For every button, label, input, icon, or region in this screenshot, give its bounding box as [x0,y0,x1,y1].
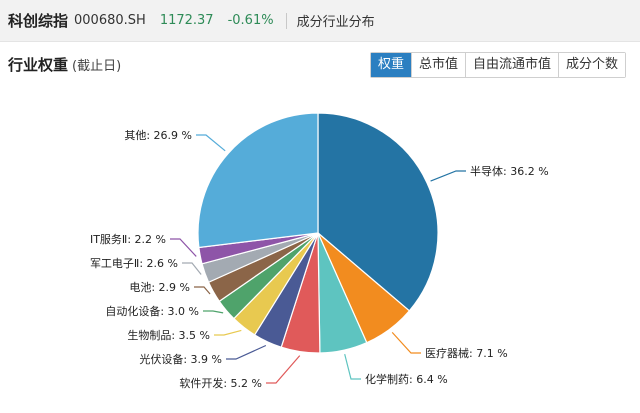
tab-free-float-market-cap[interactable]: 自由流通市值 [464,53,558,77]
slice-label: 生物制品: 3.5 % [127,328,210,342]
leader-line [182,262,202,275]
pie-slice[interactable] [197,112,319,249]
page-title: 行业权重 [8,55,69,74]
slice-label: 其他: 26.9 % [124,129,192,142]
slice-label: 软件开发: 5.2 % [179,376,262,390]
divider [285,12,287,29]
slice-label: 化学制药: 6.4 % [365,372,448,386]
leader-line [194,286,211,295]
leader-line [170,238,197,257]
pie-slice[interactable] [317,112,439,312]
index-name: 科创综指 [8,12,69,30]
tab-total-market-cap[interactable]: 总市值 [410,53,465,77]
slice-label: 半导体: 36.2 % [470,164,549,178]
leader-line [391,331,421,354]
slice-label: 自动化设备: 3.0 % [105,304,199,318]
slice-label: 光伏设备: 3.9 % [139,352,222,366]
leader-line [430,170,466,182]
index-price: 1172.37 [159,13,214,28]
leader-line [344,353,361,380]
slice-label: 医疗器械: 7.1 % [425,346,508,360]
slice-label: 军工电子Ⅱ: 2.6 % [90,257,178,270]
leader-line [214,329,242,336]
section-title: 成分行业分布 [296,15,375,30]
tab-constituent-count[interactable]: 成分个数 [557,53,625,77]
index-code: 000680.SH [74,13,146,28]
index-change: -0.61% [227,13,274,28]
leader-line [196,134,226,152]
chart-header: 行业权重 (截止日) 权重 总市值 自由流通市值 成分个数 [0,44,640,84]
top-bar: 科创综指 000680.SH 1172.37 -0.61% 成分行业分布 [0,0,640,42]
page-subtitle: (截止日) [72,58,122,74]
tab-weight[interactable]: 权重 [370,53,411,77]
metric-tabs: 权重 总市值 自由流通市值 成分个数 [369,52,626,78]
pie-chart: 半导体: 36.2 % 医疗器械: 7.1 % 化学制药: 6.4 % 软件开发: 5… [90,112,549,390]
slice-label: IT服务Ⅱ: 2.2 % [90,233,166,246]
leader-line [266,355,301,384]
leader-line [226,344,267,360]
slice-label: 电池: 2.9 % [129,281,190,294]
leader-line [203,310,224,314]
